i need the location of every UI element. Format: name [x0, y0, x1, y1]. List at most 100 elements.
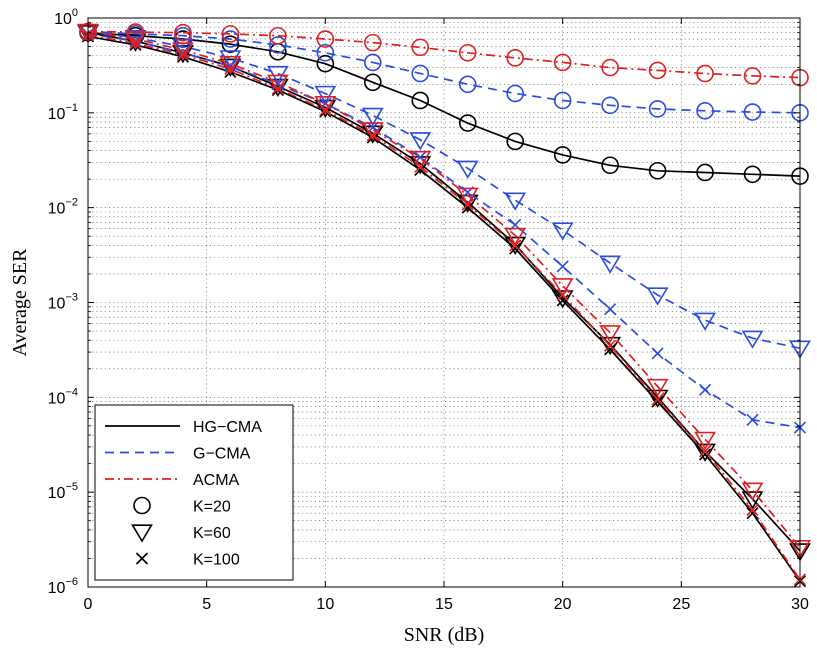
series-line — [87, 34, 801, 580]
data-point-triangle — [551, 278, 574, 297]
data-point-x — [746, 503, 759, 516]
data-point-x — [746, 507, 759, 520]
data-point-triangle — [551, 222, 574, 241]
data-point-triangle — [314, 85, 337, 105]
data-point-circle — [174, 23, 192, 42]
data-point-circle — [696, 102, 714, 120]
data-point-circle — [506, 84, 525, 103]
data-point-x — [699, 383, 712, 396]
x-tick-label: 5 — [202, 596, 211, 613]
data-point-x — [224, 60, 237, 73]
data-point-triangle — [694, 431, 716, 450]
data-point-x — [746, 413, 759, 426]
data-point-triangle — [646, 287, 669, 306]
data-point-x — [699, 448, 712, 461]
series-line — [87, 30, 801, 549]
data-point-circle — [316, 30, 335, 48]
x-tick-label: 25 — [672, 596, 690, 613]
data-point-triangle — [456, 160, 479, 179]
axis-ticks: 0 5 10 15 20 25 30 100 10−1 10−2 10−3 10−4 10−5 10−6 — [48, 7, 809, 613]
data-point-circle — [743, 165, 762, 184]
data-point-x — [651, 393, 664, 406]
data-point-x — [699, 445, 712, 458]
data-point-x — [129, 37, 142, 50]
y-tick-label: 10−2 — [48, 197, 78, 218]
data-point-circle — [743, 67, 762, 85]
data-point-x — [556, 288, 569, 302]
data-point-x — [556, 294, 569, 307]
legend: HG−CMA G−CMA ACMA K=20 K=60 K=100 — [94, 404, 294, 581]
data-point-circle — [458, 43, 477, 62]
data-point-x — [271, 82, 284, 95]
data-point-circle — [696, 163, 714, 182]
data-point-circle — [553, 53, 572, 72]
x-tick-label: 10 — [316, 596, 334, 613]
data-point-triangle — [694, 443, 716, 462]
legend-entry: K=100 — [135, 552, 240, 569]
series-line — [87, 30, 801, 350]
series-line — [87, 33, 801, 429]
data-point-circle — [363, 33, 382, 52]
legend-entry: G−CMA — [105, 446, 251, 463]
data-point-triangle — [504, 192, 527, 211]
data-point-x — [461, 201, 474, 214]
data-point-triangle — [741, 482, 764, 501]
data-point-triangle — [409, 150, 432, 170]
data-point-triangle — [741, 330, 764, 349]
data-point-circle — [601, 96, 619, 115]
data-point-triangle — [266, 65, 289, 85]
data-point-x — [509, 239, 522, 252]
legend-box — [94, 404, 294, 581]
legend-marker-x — [135, 552, 149, 565]
data-point-circle — [553, 146, 572, 164]
data-point-x — [651, 395, 664, 408]
data-point-x — [604, 343, 617, 356]
data-point-triangle — [124, 31, 147, 50]
x-tick-label: 20 — [554, 596, 572, 613]
x-tick-label: 30 — [791, 596, 809, 613]
data-point-triangle — [409, 132, 432, 151]
data-point-circle — [743, 103, 762, 121]
x-tick-label: 0 — [84, 596, 93, 613]
legend-label: K=60 — [193, 525, 231, 542]
data-point-circle — [696, 64, 714, 83]
data-point-triangle — [599, 255, 622, 274]
legend-label: K=20 — [193, 499, 231, 516]
series-line — [87, 31, 801, 177]
data-point-circle — [411, 91, 430, 110]
legend-entry: ACMA — [105, 472, 240, 489]
data-point-triangle — [361, 107, 384, 126]
y-tick-label: 10−1 — [48, 102, 78, 123]
data-point-circle — [648, 61, 667, 80]
data-point-circle — [316, 54, 335, 73]
data-point-triangle — [599, 325, 622, 344]
y-tick-label: 100 — [54, 7, 78, 28]
series-6 — [79, 22, 809, 87]
data-point-triangle — [694, 312, 716, 331]
data-point-circle — [506, 132, 525, 151]
data-point-circle — [458, 114, 477, 132]
data-point-x — [224, 62, 237, 76]
data-point-x — [366, 129, 379, 142]
data-point-circle — [648, 100, 667, 118]
data-point-triangle — [646, 378, 669, 398]
legend-entry: HG−CMA — [105, 419, 262, 436]
legend-label: HG−CMA — [193, 419, 262, 436]
series-line — [87, 30, 801, 114]
y-tick-label: 10−4 — [48, 386, 78, 407]
data-point-x — [604, 303, 617, 316]
data-point-circle — [363, 53, 382, 72]
legend-entry: K=20 — [133, 496, 231, 516]
legend-label: ACMA — [193, 472, 240, 489]
legend-label: G−CMA — [193, 446, 251, 463]
data-point-circle — [458, 75, 477, 94]
legend-entry: K=60 — [131, 524, 231, 543]
data-point-circle — [601, 58, 619, 77]
series-layer — [77, 22, 811, 588]
data-point-x — [414, 160, 427, 173]
data-point-circle — [221, 25, 240, 43]
y-axis-label: Average SER — [9, 248, 31, 357]
data-point-circle — [648, 161, 667, 180]
data-point-x — [556, 260, 569, 273]
